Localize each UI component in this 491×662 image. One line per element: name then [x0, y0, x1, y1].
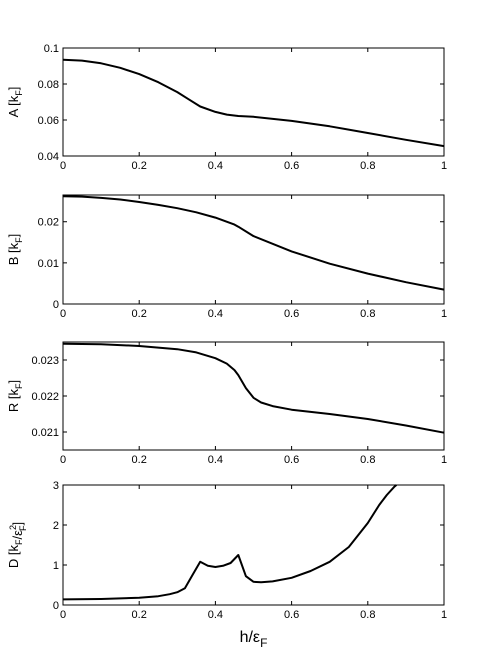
y-tick-label: 0 [53, 299, 59, 311]
x-tick-label: 0.2 [132, 609, 147, 621]
x-tick-label: 0.8 [360, 308, 375, 320]
y-axis-label-sub: F [14, 539, 24, 545]
y-axis-label-close: ] [10, 522, 25, 526]
y-tick-label: 0.02 [38, 217, 59, 229]
y-tick-label: 1 [53, 560, 59, 572]
y-tick-label: 0.06 [38, 115, 59, 127]
x-axis-label: h/εF [240, 629, 268, 650]
y-tick-label: 0.023 [31, 355, 59, 367]
x-tick-label: 0.2 [132, 308, 147, 320]
panel-b: 0 0.2 0.4 0.6 0.8 1 0 0.01 0.02 B [kF] [6, 194, 447, 320]
y-axis-label-main: D [k [6, 544, 21, 568]
y-axis-label: B [kF] [6, 234, 24, 266]
y-axis-label-sub: F [14, 237, 24, 243]
x-tick-label: 1 [441, 308, 447, 320]
series-line [62, 195, 445, 291]
y-tick-label: 0.1 [44, 43, 59, 55]
plot-frame [62, 341, 445, 451]
x-tick-label: 0.6 [284, 160, 299, 172]
y-tick-label: 0.021 [31, 427, 59, 439]
x-tick-label: 0.4 [208, 609, 223, 621]
x-tick-label: 0 [60, 609, 66, 621]
x-tick-label: 0.4 [208, 160, 223, 172]
plot-frame [62, 194, 445, 305]
y-tick-label: 0 [53, 600, 59, 612]
y-axis-label-mid: /ε [10, 530, 25, 540]
x-tick-label: 0.8 [360, 609, 375, 621]
x-tick-label: 0 [60, 308, 66, 320]
plot-frame [62, 47, 445, 157]
y-axis-label: A [kF] [6, 87, 24, 118]
x-tick-label: 0.6 [284, 609, 299, 621]
x-tick-label: 0.8 [360, 160, 375, 172]
x-tick-label: 0.8 [360, 454, 375, 466]
x-tick-label: 1 [441, 609, 447, 621]
x-axis-label-sub: F [260, 636, 267, 650]
y-axis-label-sub: F [14, 383, 24, 389]
y-tick-label: 3 [53, 480, 59, 492]
y-tick-label: 0.022 [31, 391, 59, 403]
x-tick-label: 0.2 [132, 454, 147, 466]
y-axis-label-close: ] [6, 380, 21, 384]
y-tick-label: 0.01 [38, 258, 59, 270]
y-axis-label: R [kF] [6, 380, 24, 412]
y-axis-label-close: ] [6, 87, 21, 91]
y-tick-label: 0.08 [38, 79, 59, 91]
y-axis-label-sub: F [14, 90, 24, 96]
series-line [62, 58, 445, 148]
y-axis-label-main: R [k [6, 389, 21, 413]
y-axis-label-close: ] [6, 234, 21, 238]
x-tick-label: 0 [60, 454, 66, 466]
panel-a: 0 0.2 0.4 0.6 0.8 1 0.04 0.06 0.08 0.1 A [kF] [6, 43, 447, 172]
series-line [62, 342, 445, 434]
x-tick-label: 0.6 [284, 308, 299, 320]
x-tick-label: 0.6 [284, 454, 299, 466]
series-line [62, 484, 398, 601]
x-tick-label: 0.4 [208, 454, 223, 466]
x-tick-label: 0.4 [208, 308, 223, 320]
panel-r: 0 0.2 0.4 0.6 0.8 1 0.021 0.022 0.023 R [kF] [6, 341, 447, 466]
x-tick-label: 0 [60, 160, 66, 172]
x-tick-label: 1 [441, 160, 447, 172]
y-axis-label-sub2: F [18, 525, 28, 531]
y-tick-label: 2 [53, 520, 59, 532]
y-axis-label-main: A [k [6, 95, 21, 117]
x-tick-label: 0.2 [132, 160, 147, 172]
y-axis-label: D [kF/ε2F] [6, 522, 28, 568]
x-tick-label: 1 [441, 454, 447, 466]
x-axis-label-main: h/ε [240, 629, 260, 646]
plot-frame [62, 484, 445, 606]
y-tick-label: 0.04 [38, 151, 59, 163]
y-axis-label-sup: 2 [8, 525, 18, 530]
y-axis-label-main: B [k [6, 242, 21, 265]
